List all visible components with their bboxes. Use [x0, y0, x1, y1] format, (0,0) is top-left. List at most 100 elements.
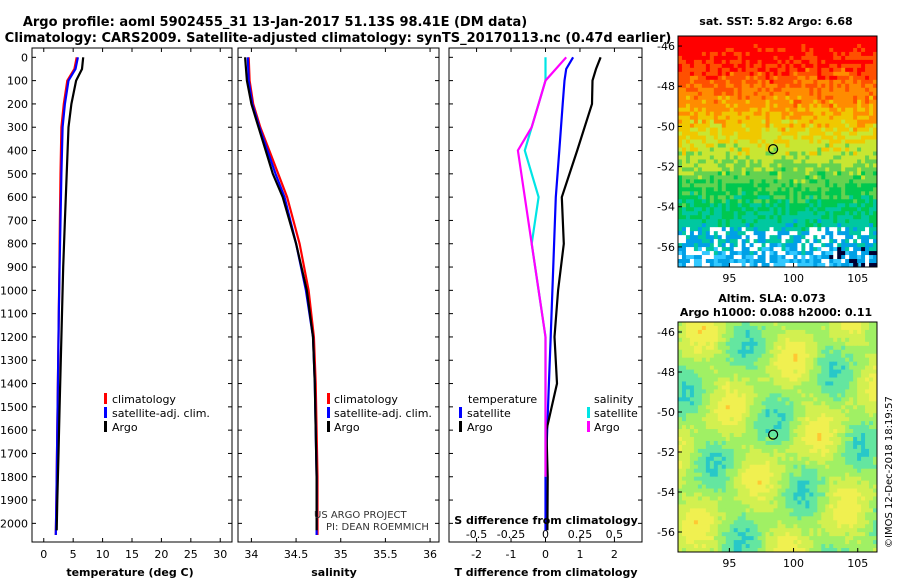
- map-cell: [721, 167, 727, 172]
- map-cell: [741, 251, 747, 256]
- map-cell: [849, 215, 854, 220]
- map-cell: [733, 87, 739, 93]
- map-cell: [701, 341, 707, 347]
- x-tick-label: 35: [334, 548, 348, 561]
- map-cell: [693, 444, 699, 450]
- map-cell: [825, 325, 830, 331]
- map-cell: [721, 341, 727, 347]
- map-cell: [693, 425, 699, 430]
- map-cell: [793, 191, 798, 196]
- map-cell: [709, 259, 715, 264]
- map-cell: [753, 143, 758, 148]
- map-cell: [869, 365, 874, 370]
- map-cell: [857, 47, 862, 53]
- map-cell: [845, 199, 850, 204]
- map-cell: [825, 59, 830, 65]
- depth-tick-label: 1300: [0, 354, 28, 367]
- map-cell: [757, 191, 762, 196]
- map-cell: [873, 95, 878, 101]
- map-cell: [678, 71, 683, 77]
- map-cell: [717, 235, 723, 240]
- map-cell: [741, 263, 747, 268]
- map-cell: [869, 389, 874, 394]
- map-cell: [789, 255, 794, 260]
- map-cell: [729, 235, 735, 240]
- map-cell: [701, 325, 707, 331]
- difference-series: [516, 56, 602, 531]
- map-cell: [749, 259, 755, 264]
- map-cell: [761, 413, 766, 418]
- map-cell: [813, 361, 818, 367]
- map-cell: [865, 39, 870, 45]
- map-cell: [873, 36, 878, 41]
- map-cell: [681, 63, 687, 69]
- map-cell: [825, 123, 830, 128]
- map-cell: [705, 397, 711, 402]
- map-cell: [849, 353, 854, 359]
- map-cell: [841, 405, 846, 410]
- map-cell: [793, 211, 798, 216]
- map-cell: [777, 235, 782, 240]
- map-cell: [793, 179, 798, 184]
- map-cell: [841, 187, 846, 192]
- map-cell: [761, 456, 766, 462]
- map-cell: [793, 401, 798, 406]
- depth-axis: 0100200300400500600700800900100011001200…: [0, 51, 642, 530]
- map-cell: [761, 59, 766, 65]
- map-cell: [697, 401, 703, 406]
- map-cell: [797, 75, 802, 81]
- map-cell: [845, 429, 850, 434]
- map-cell: [809, 187, 814, 192]
- map-cell: [678, 440, 683, 446]
- map-cell: [721, 421, 727, 426]
- map-cell: [725, 385, 731, 390]
- map-cell: [729, 373, 735, 378]
- map-cell: [733, 353, 739, 359]
- map-cell: [777, 51, 782, 57]
- map-cell: [721, 191, 727, 196]
- map-cell: [805, 75, 810, 81]
- map-cell: [853, 456, 858, 462]
- map-cell: [869, 401, 874, 406]
- map-cell: [841, 59, 846, 65]
- map-cell: [873, 251, 878, 256]
- map-cell: [809, 325, 814, 331]
- map-cell: [761, 421, 766, 426]
- map-cell: [709, 199, 715, 204]
- map-cell: [829, 429, 834, 434]
- map-cell: [853, 43, 858, 49]
- map-cell: [717, 393, 723, 398]
- map-cell: [741, 381, 747, 386]
- map-cell: [753, 373, 758, 378]
- map-cell: [821, 401, 826, 406]
- map-cell: [813, 263, 818, 268]
- map-cell: [749, 345, 755, 351]
- map-cell: [705, 433, 711, 438]
- map-cell: [805, 263, 810, 268]
- map-cell: [709, 353, 715, 359]
- map-cell: [701, 444, 707, 450]
- map-cell: [853, 235, 858, 240]
- map-cell: [869, 329, 874, 335]
- map-cell: [725, 87, 731, 93]
- map-cell: [757, 183, 762, 188]
- map-cell: [861, 47, 866, 53]
- map-cell: [749, 43, 755, 49]
- map-cell: [745, 171, 751, 176]
- map-cell: [709, 55, 715, 61]
- map-cell: [721, 163, 727, 168]
- map-cell: [797, 107, 802, 113]
- map-cell: [701, 369, 707, 374]
- map-cell: [789, 373, 794, 378]
- map-cell: [821, 71, 826, 77]
- map-cell: [749, 195, 755, 200]
- map-cell: [729, 207, 735, 212]
- map-cell: [869, 115, 874, 121]
- map-cell: [745, 345, 751, 351]
- map-cell: [697, 211, 703, 216]
- map-cell: [757, 51, 762, 57]
- map-cell: [873, 456, 878, 462]
- map-cell: [777, 405, 782, 410]
- map-cell: [817, 349, 822, 355]
- map-cell: [817, 95, 822, 101]
